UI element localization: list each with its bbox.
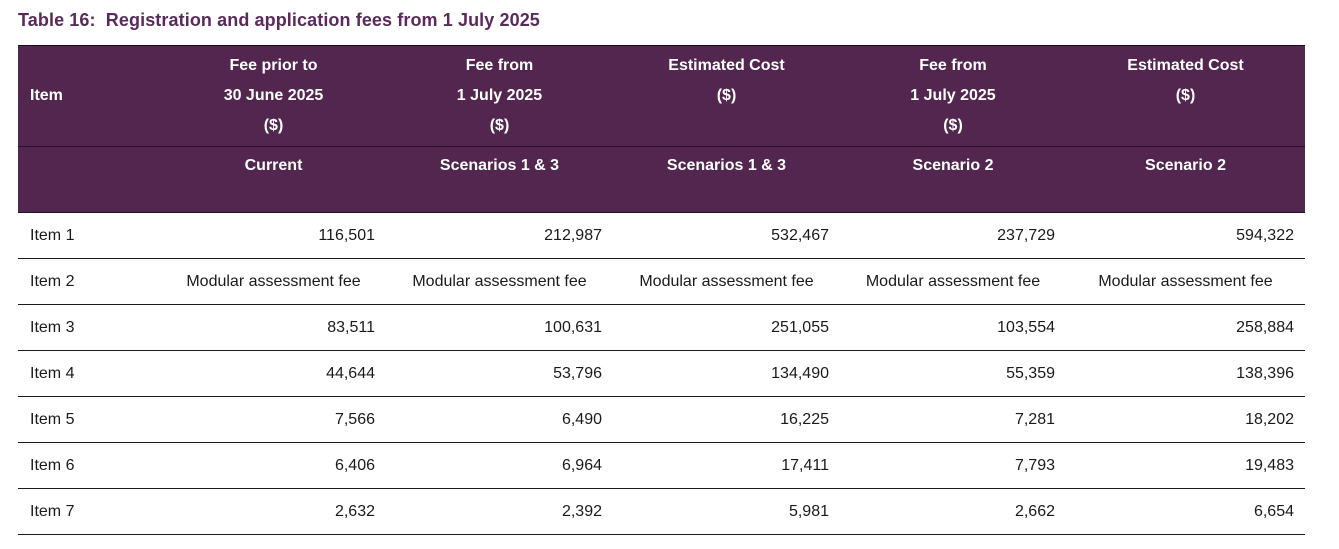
header-scenario-col-2: Scenarios 1 & 3 (386, 146, 613, 213)
table-cell: Modular assessment fee (161, 258, 386, 305)
table-row: Item 1 116,501 212,987 532,467 237,729 594,32… (18, 212, 1305, 259)
row-item-label: Item 7 (18, 488, 161, 535)
table-cell: 7,793 (840, 442, 1066, 489)
table-cell: Modular assessment fee (1066, 258, 1305, 305)
table-cell: 100,631 (386, 304, 613, 351)
row-item-label: Item 1 (18, 212, 161, 259)
header-scenario-col-5: Scenario 2 (1066, 146, 1305, 213)
header-scenario-col-4: Scenario 2 (840, 146, 1066, 213)
table-row: Item 3 83,511 100,631 251,055 103,554 258,884 (18, 304, 1305, 351)
table-cell: 2,632 (161, 488, 386, 535)
table-cell: 116,501 (161, 212, 386, 259)
row-item-label: Item 4 (18, 350, 161, 397)
header-col-3-line-2: ($) (716, 87, 737, 104)
header-col-1-line-2: 30 June 2025 (223, 87, 324, 104)
header-scenario-col-3: Scenarios 1 & 3 (613, 146, 840, 213)
table-cell: 7,566 (161, 396, 386, 443)
table-caption: Table 16: Registration and application f… (18, 10, 540, 30)
table-cell: 251,055 (613, 304, 840, 351)
row-item-label: Item 6 (18, 442, 161, 489)
header-col-5-line-2: ($) (1175, 87, 1196, 104)
header-scenario-item (18, 146, 161, 213)
table-cell: 53,796 (386, 350, 613, 397)
row-item-label: Item 3 (18, 304, 161, 351)
header-col-2: Fee from 1 July 2025 ($) (386, 45, 613, 147)
table-cell: 19,483 (1066, 442, 1305, 489)
header-col-5: Estimated Cost ($) (1066, 45, 1305, 147)
table-cell: 7,281 (840, 396, 1066, 443)
table-cell: Modular assessment fee (613, 258, 840, 305)
table-row: Item 2 Modular assessment fee Modular asse… (18, 258, 1305, 305)
header-col-4-line-1: Fee from (919, 57, 987, 74)
header-col-2-line-3: ($) (489, 117, 510, 134)
table-row: Item 4 44,644 53,796 134,490 55,359 138,396 (18, 350, 1305, 397)
table-cell: 18,202 (1066, 396, 1305, 443)
table-cell: 6,406 (161, 442, 386, 489)
header-col-3-line-1: Estimated Cost (668, 57, 785, 74)
table-cell: 134,490 (613, 350, 840, 397)
header-col-5-spacer (1070, 111, 1301, 141)
table-row: Item 6 6,406 6,964 17,411 7,793 19,483 (18, 442, 1305, 489)
table-cell: 83,511 (161, 304, 386, 351)
header-col-5-line-1: Estimated Cost (1127, 57, 1244, 74)
table-cell: 5,981 (613, 488, 840, 535)
row-item-label: Item 5 (18, 396, 161, 443)
header-row-main: Item Fee prior to 30 June 2025 ($) Fee f… (18, 45, 1305, 147)
header-col-2-line-2: 1 July 2025 (456, 87, 543, 104)
row-item-label: Item 2 (18, 258, 161, 305)
table-cell: Modular assessment fee (840, 258, 1066, 305)
header-col-1: Fee prior to 30 June 2025 ($) (161, 45, 386, 147)
table-cell: 2,392 (386, 488, 613, 535)
table-cell: 16,225 (613, 396, 840, 443)
header-col-4: Fee from 1 July 2025 ($) (840, 45, 1066, 147)
table-cell: 258,884 (1066, 304, 1305, 351)
header-col-1-line-3: ($) (263, 117, 284, 134)
table-header: Item Fee prior to 30 June 2025 ($) Fee f… (18, 45, 1305, 213)
header-col-2-line-1: Fee from (465, 57, 534, 74)
table-cell: 6,964 (386, 442, 613, 489)
table-cell: 55,359 (840, 350, 1066, 397)
header-row-scenario: Current Scenarios 1 & 3 Scenarios 1 & 3 … (18, 146, 1305, 213)
table-body: Item 1 116,501 212,987 532,467 237,729 594,32… (18, 212, 1305, 535)
table-cell: 6,654 (1066, 488, 1305, 535)
header-col-4-line-2: 1 July 2025 (910, 87, 996, 104)
table-cell: 532,467 (613, 212, 840, 259)
table-cell: 17,411 (613, 442, 840, 489)
header-col-4-line-3: ($) (943, 117, 963, 134)
header-item: Item (18, 45, 161, 147)
table-cell: 44,644 (161, 350, 386, 397)
table-cell: 212,987 (386, 212, 613, 259)
fees-table: Item Fee prior to 30 June 2025 ($) Fee f… (18, 45, 1305, 535)
header-scenario-col-1: Current (161, 146, 386, 213)
table-cell: 138,396 (1066, 350, 1305, 397)
table-cell: 237,729 (840, 212, 1066, 259)
header-col-3: Estimated Cost ($) (613, 45, 840, 147)
table-row: Item 5 7,566 6,490 16,225 7,281 18,202 (18, 396, 1305, 443)
table-cell: 594,322 (1066, 212, 1305, 259)
table-cell: Modular assessment fee (386, 258, 613, 305)
header-col-3-spacer (617, 111, 836, 141)
table-cell: 2,662 (840, 488, 1066, 535)
header-col-1-line-1: Fee prior to (229, 57, 318, 74)
table-row: Item 7 2,632 2,392 5,981 2,662 6,654 (18, 488, 1305, 535)
table-cell: 6,490 (386, 396, 613, 443)
table-cell: 103,554 (840, 304, 1066, 351)
